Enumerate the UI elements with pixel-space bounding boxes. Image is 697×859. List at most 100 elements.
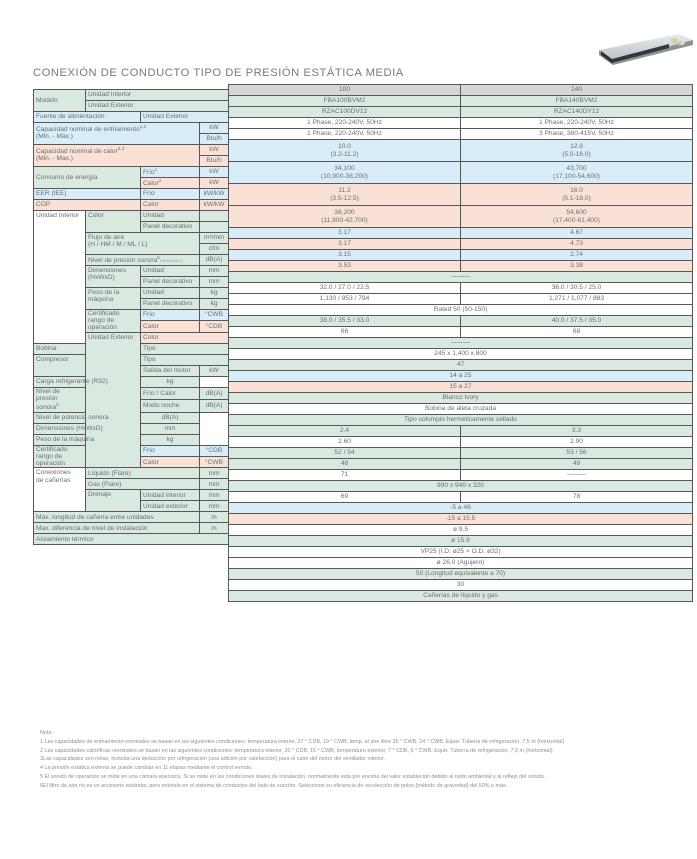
table-row: 14 a 25 (228, 370, 693, 382)
row-label-color-panel: Panel decorativo (140, 221, 200, 233)
table-row: Unidad Interior Color Unidad (33, 210, 230, 344)
table-row: ø 9.5 (228, 524, 693, 536)
note-item-2: 2 Las capacidades caloríficas nominales … (40, 747, 554, 754)
row-label-peso-maquina: Peso de la máquina (85, 287, 141, 310)
value-dim-exterior-100: 71 (228, 469, 461, 481)
row-label-color: Color (85, 210, 141, 233)
table-row: 245 x 1,400 x 800 (228, 348, 693, 360)
value-drenaje-interior: ø 15.9 (228, 535, 693, 547)
value-cert-frio-ext-140: 78 (460, 491, 693, 503)
unit-kw: kW (198, 364, 230, 377)
specification-value-grid: 100 140 FBA100BVM2 FBA140BVM2 RZAC100DV1… (228, 84, 693, 602)
unit-dba: dB(A) (198, 386, 230, 401)
row-label-dimensiones: Dimensiones (HxWxD) (85, 265, 141, 288)
notes-section: Nota : 1 Las capacidades de enfriamiento… (40, 729, 660, 790)
value-eer-140: 2.74 (460, 249, 693, 261)
value-carga-refrigerante-100: 2.4 (228, 425, 461, 437)
table-row: Consumo de energía Frío1 kW (33, 166, 230, 189)
value-peso-unidad: ---------- (228, 337, 693, 349)
table-row: Unidad exterior mm (34, 500, 230, 513)
unit-cwb: °CWB (198, 308, 230, 322)
row-label-outdoor-color: Color (139, 331, 230, 344)
table-header-row: 100 140 (228, 84, 693, 96)
unit-btuh: Btu/h (198, 133, 230, 145)
unit-kwkw: kW/kW (198, 199, 230, 211)
value-power-supply-b-140: 3 Phase, 380-415V, 50Hz (460, 128, 693, 140)
value-heat-kw-100: 11.2 (3.5-12.5) (228, 183, 461, 206)
table-row: FBA100BVM2 FBA140BVM2 (228, 95, 693, 107)
value-dim-panel-100: 66 (228, 326, 461, 338)
unit-cfm: cfm (198, 243, 230, 255)
value-consumo-frio-140: 4.67 (460, 227, 693, 239)
unit-m: m (198, 511, 230, 524)
row-label-max-diferencia: Max. diferencia de nivel de instalación (33, 522, 200, 535)
value-model-outdoor-140: RZAC140DY12 (460, 106, 693, 118)
table-row: Conexiones de cañerías Líquido (Flare) m… (33, 467, 230, 513)
value-heat-btu-100: 38,200 (11,900-42,700) (228, 205, 461, 228)
value-carga-refrigerante-140: 3.3 (460, 425, 693, 437)
value-max-diferencia: 50 (Longitud equivalente a 70) (228, 568, 693, 580)
value-cert-frio-ext-100: 69 (228, 491, 461, 503)
row-label-certificado-ext: Certificado rango de operación (33, 444, 86, 469)
row-label-peso-panel: Panel decorativo (140, 298, 200, 310)
table-row: COP Calor kW/kW (33, 199, 230, 211)
row-label-compresor: Compresor (33, 353, 86, 377)
table-row: 11.2 (3.5-12.5) 16.0 (5.1-18.0) (228, 183, 693, 206)
table-row: 1 Phase, 220-240V, 50Hz 1 Phase, 220-240… (228, 117, 693, 129)
unit-kw: kW (198, 122, 230, 134)
row-label-unidad-interior-block: Unidad Interior (33, 210, 86, 344)
value-eer-100: 3.15 (228, 249, 461, 261)
unit-kg: kg (140, 375, 200, 388)
row-label-cert-calor: Calor (140, 320, 200, 333)
value-airflow-m3-100: 32.0 / 27.0 / 22.5 (228, 282, 461, 294)
value-presion-modo-noche-140: 53 / 56 (460, 447, 693, 459)
row-label-consumo-frio: Frío1 (140, 166, 200, 178)
row-label-cert-frio: Frío (140, 308, 200, 322)
unit-kw: kW (198, 144, 230, 156)
row-label-carga-refrigerante: Carga refrigerante (R32) (33, 375, 141, 388)
table-row: RZAC100DV12 RZAC140DY12 (228, 106, 693, 118)
table-row: Blanco Ivory (228, 392, 693, 404)
value-power-supply-b-100: 1 Phase, 220-240V, 50Hz (228, 128, 461, 140)
unit-kw: kW (198, 166, 230, 178)
row-label-eer: EER (IEE) (33, 188, 141, 200)
row-label-capacidad-enfriamiento: Capacidad nominal de enfriamiento1,3 (Mi… (33, 122, 200, 145)
unit-mm: mm (198, 489, 230, 502)
note-item-5: 5 El sonido de operación se mide en una … (40, 773, 546, 780)
column-header-140: 140 (460, 84, 693, 96)
table-row: Aislamiento térmico (32, 533, 230, 546)
table-row: 34,100 (10,900-38,200) 43,700 (17,100-54… (228, 161, 693, 184)
row-label-compresor-tipo: Tipo (139, 353, 230, 366)
row-label-unidad-exterior-block: Unidad Exterior (85, 331, 141, 469)
row-label-canerias-blank (33, 544, 230, 556)
row-label-peso-unidad: Unidad (140, 287, 200, 299)
table-row: Modelo Unidad Interior (33, 89, 230, 112)
unit-mm: mm (198, 500, 230, 513)
table-row: Nivel de potencia sonora dB(A) (33, 411, 229, 424)
unit-cdb: °CDB (198, 444, 230, 458)
row-label-nivel-presion-ext: Nivel de presión sonora5 (33, 386, 86, 413)
value-model-indoor-100: FBA100BVM2 (228, 95, 461, 107)
row-label-cert-frio-ext: Frío (140, 444, 200, 458)
table-row: 10.0 (3.2-11.2) 12.8 (5.0-16.0) (228, 139, 693, 162)
value-cop-100: 3.53 (228, 260, 461, 272)
row-label-bobina-tipo: Tipo (139, 342, 230, 355)
value-model-indoor-140: FBA140BVM2 (460, 95, 693, 107)
table-row: -15 a 15.5 (228, 513, 693, 525)
value-dim-unidad-100: 38.0 / 35.5 / 33.0 (228, 315, 461, 327)
table-row: 990 x 940 x 320 (228, 480, 693, 492)
unit-m3min: m³/min (198, 232, 230, 244)
row-label-color-unidad: Unidad (140, 210, 200, 222)
value-power-supply-a-140: 1 Phase, 220-240V, 50Hz (460, 117, 693, 129)
table-row: ø 15.9 (228, 535, 693, 547)
unit-dba: dB(A) (198, 399, 230, 413)
spacer-cell (198, 221, 230, 233)
row-label-cop: COP (33, 199, 141, 211)
value-outdoor-color: 15 a 27 (228, 381, 693, 393)
value-model-outdoor-100: RZAC100DV12 (228, 106, 461, 118)
table-row: 52 / 54 53 / 56 (228, 447, 693, 459)
row-label-eer-frio: Frío (140, 188, 200, 200)
table-row: 1 Phase, 220-240V, 50Hz 3 Phase, 380-415… (228, 128, 693, 140)
value-consumo-calor-100: 3.17 (228, 238, 461, 250)
table-row: Dimensiones (HxWxD) mm (33, 422, 229, 435)
